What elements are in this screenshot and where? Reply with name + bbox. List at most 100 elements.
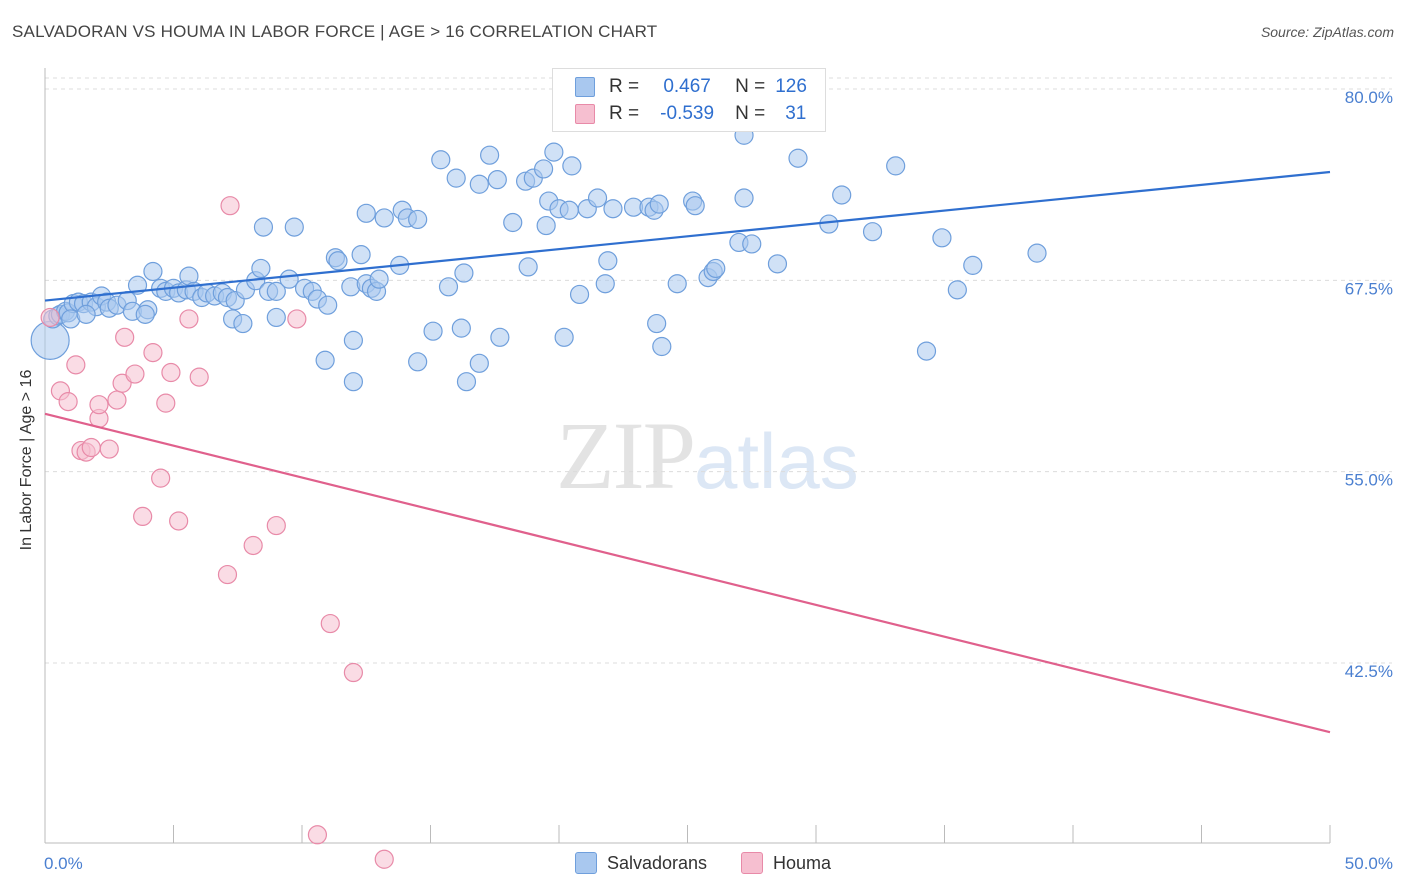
legend-item-houma[interactable]: Houma <box>741 852 831 874</box>
houma-point <box>133 506 153 527</box>
salvadorans-point <box>456 372 477 392</box>
salvadorans-point <box>315 350 335 370</box>
salvadorans-point <box>595 274 615 294</box>
salvadorans-point <box>454 263 474 283</box>
houma-point <box>161 362 181 383</box>
salvadorans-point <box>341 277 361 297</box>
salvadorans-point <box>832 185 852 205</box>
salvadorans-point <box>706 258 726 279</box>
houma-point <box>66 355 86 375</box>
salvadorans-point <box>143 261 163 282</box>
houma-point <box>169 511 189 531</box>
salvadorans-point <box>431 150 451 170</box>
stats-legend-row-houma: R = -0.539 N = 31 <box>575 102 806 126</box>
salvadorans-point <box>408 209 428 230</box>
salvadorans-point <box>518 257 538 277</box>
houma-point <box>307 825 328 845</box>
salvadorans-point <box>76 304 96 324</box>
chart-title: SALVADORAN VS HOUMA IN LABOR FORCE | AGE… <box>12 22 658 41</box>
r-value: -0.539 <box>660 103 715 124</box>
salvadorans-point <box>438 277 459 297</box>
y-tick-label: 80.0% <box>1345 88 1393 107</box>
houma-legend-swatch <box>741 852 764 874</box>
houma-point <box>115 327 135 347</box>
salvadorans-point <box>266 281 286 301</box>
houma-point <box>40 307 60 328</box>
n-label: N = <box>735 103 766 124</box>
houma-point <box>320 613 340 634</box>
salvadorans-trend-line <box>44 170 1331 302</box>
houma-point <box>143 343 163 363</box>
salvadorans-point <box>356 203 376 223</box>
salvadorans-point <box>351 245 371 265</box>
salvadorans-point <box>569 284 590 305</box>
y-axis-label: In Labor Force | Age > 16 <box>18 369 35 551</box>
r-label: R = <box>609 76 640 97</box>
salvadorans-point <box>533 159 554 179</box>
houma-point <box>243 535 263 556</box>
salvadorans-point <box>947 280 967 300</box>
legend-item-salvadorans[interactable]: Salvadorans <box>574 852 708 874</box>
salvadorans-point <box>1027 243 1047 263</box>
salvadorans-point <box>328 251 348 271</box>
salvadorans-point <box>819 214 839 234</box>
stats-legend: R = 0.467 N = 126 R = -0.539 N = 31 <box>552 68 826 132</box>
houma-point <box>58 392 78 412</box>
salvadorans-point <box>742 234 762 254</box>
watermark-atlas: atlas <box>694 417 859 505</box>
n-value: 126 <box>775 76 807 97</box>
salvadorans-swatch <box>575 77 595 97</box>
salvadorans-point <box>932 228 952 248</box>
salvadorans-point <box>469 353 489 373</box>
y-tick-label: 67.5% <box>1345 279 1393 298</box>
salvadorans-point <box>503 212 523 233</box>
watermark-zip: ZIP <box>556 402 696 509</box>
houma-point <box>287 309 307 329</box>
salvadorans-point <box>603 199 623 219</box>
salvadorans-point <box>446 168 466 188</box>
houma-point <box>343 662 363 683</box>
salvadorans-point <box>559 200 579 220</box>
houma-point <box>374 849 394 869</box>
n-label: N = <box>735 76 766 97</box>
salvadorans-point <box>544 142 564 162</box>
salvadorans-point <box>487 170 507 190</box>
houma-point <box>107 390 127 410</box>
houma-point <box>189 367 209 387</box>
salvadorans-point <box>490 327 510 347</box>
salvadorans-point <box>343 330 363 350</box>
salvadorans-point <box>667 274 687 294</box>
salvadorans-point <box>469 174 489 194</box>
salvadorans-point <box>423 321 443 341</box>
salvadorans-point <box>374 208 394 228</box>
salvadorans-point <box>253 217 274 237</box>
houma-point <box>156 393 176 413</box>
houma-point <box>179 309 199 329</box>
watermark: ZIPatlas <box>556 400 859 511</box>
n-value: 31 <box>785 103 807 124</box>
salvadorans-point <box>916 341 937 361</box>
salvadorans-point <box>963 255 983 275</box>
salvadorans-point <box>369 269 389 289</box>
houma-point <box>99 439 119 459</box>
salvadorans-point <box>886 156 906 176</box>
salvadorans-point <box>587 188 608 208</box>
series-legend: Salvadorans Houma <box>0 852 1406 874</box>
salvadorans-point <box>233 313 253 334</box>
houma-trend-line <box>44 412 1331 734</box>
salvadorans-point <box>767 254 788 274</box>
houma-point <box>151 468 171 488</box>
houma-point <box>266 515 286 536</box>
r-label: R = <box>609 103 640 124</box>
salvadorans-point <box>343 372 363 392</box>
stats-legend-row-salvadorans: R = 0.467 N = 126 <box>575 75 807 99</box>
x-tick-label: 0.0% <box>44 854 83 873</box>
houma-point <box>220 196 240 216</box>
salvadorans-point <box>284 217 304 237</box>
salvadorans-point <box>562 156 582 176</box>
legend-label-salvadorans: Salvadorans <box>606 852 708 873</box>
salvadorans-point <box>251 258 271 279</box>
salvadorans-point <box>647 313 667 334</box>
salvadorans-point <box>862 222 883 242</box>
